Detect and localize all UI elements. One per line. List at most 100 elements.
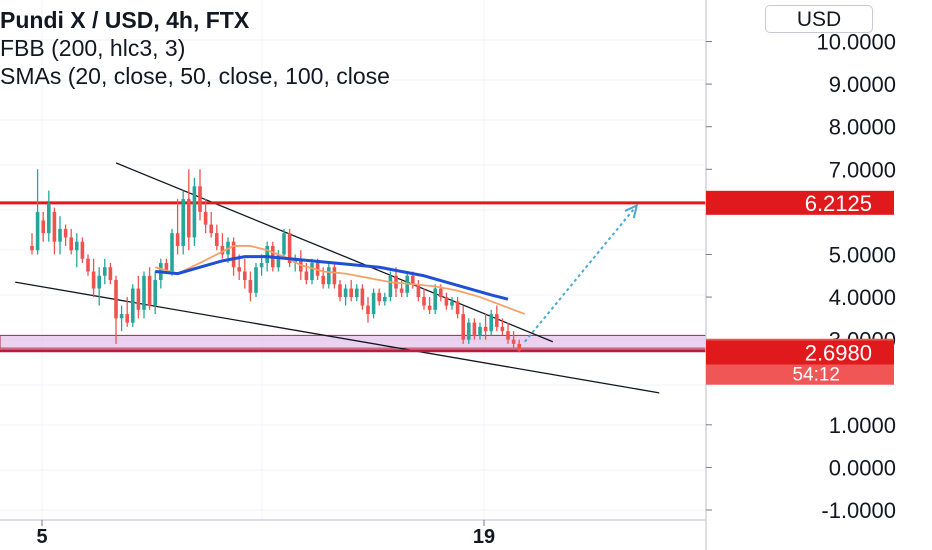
candle-body <box>175 233 180 246</box>
candle <box>35 169 40 255</box>
candle-body <box>192 186 197 238</box>
candle <box>511 331 516 349</box>
x-tick-label: 19 <box>473 526 495 548</box>
candle-body <box>142 275 146 310</box>
support-zone <box>0 334 707 349</box>
candle <box>427 297 432 315</box>
candle-body <box>511 339 516 344</box>
candle-body <box>69 237 73 251</box>
candle-body <box>136 288 141 310</box>
candle <box>489 309 493 336</box>
candle-body <box>310 262 314 281</box>
candle-body <box>455 301 460 315</box>
candle <box>388 271 393 302</box>
candle-body <box>427 305 432 310</box>
x-tick-label: 5 <box>36 526 47 548</box>
candle <box>338 280 342 302</box>
candle-body <box>125 314 129 323</box>
candle <box>181 190 185 255</box>
countdown-text: 54:12 <box>792 365 840 386</box>
projection-arrow-shaft <box>524 204 638 343</box>
projection-arrow-head <box>624 203 639 219</box>
y-tick-label: 7.0000 <box>829 157 896 182</box>
price-label-bg <box>706 340 894 365</box>
candle <box>136 275 141 319</box>
candle <box>248 271 253 302</box>
candle <box>58 216 62 255</box>
candle <box>506 322 510 344</box>
candle <box>366 297 370 323</box>
candle <box>310 258 314 285</box>
candle <box>86 254 90 276</box>
candle-body <box>164 262 169 272</box>
candle-body <box>170 233 174 272</box>
candle-body <box>153 280 157 306</box>
price-label-text: 6.2125 <box>805 191 872 216</box>
candle-body <box>416 284 421 298</box>
candle-body <box>332 267 337 285</box>
candle-body <box>97 275 101 289</box>
candle <box>517 339 521 353</box>
candle <box>383 292 387 306</box>
sma-long-line <box>155 255 509 301</box>
candle-body <box>293 258 297 263</box>
candle-body <box>254 267 258 293</box>
candle-body <box>86 258 90 272</box>
candle <box>215 224 219 251</box>
candle-body <box>75 241 79 251</box>
y-tick-label: 9.0000 <box>829 72 896 97</box>
candle <box>30 233 34 255</box>
candle-body <box>489 314 493 332</box>
candle <box>332 262 337 289</box>
candle-body <box>209 224 213 234</box>
candle-body <box>472 322 477 336</box>
candle <box>209 211 213 238</box>
candle <box>91 258 96 298</box>
candle <box>131 284 135 327</box>
channel-lower-line <box>15 281 660 394</box>
candle-body <box>439 288 443 298</box>
candle <box>282 228 286 259</box>
candle <box>461 305 465 344</box>
candle-body <box>371 292 376 315</box>
candle <box>231 237 236 276</box>
candle-body <box>388 275 393 298</box>
candle-body <box>433 288 437 310</box>
candle <box>103 258 107 285</box>
candle-body <box>287 233 292 263</box>
candle-body <box>47 203 51 234</box>
candle-body <box>360 288 365 306</box>
candle-body <box>237 267 241 272</box>
currency-button[interactable]: USD <box>765 5 873 33</box>
candle-body <box>265 245 269 263</box>
candle <box>220 233 225 259</box>
candle-body <box>467 322 471 340</box>
candle <box>483 314 488 340</box>
candle-body <box>181 199 185 246</box>
candle <box>203 199 208 234</box>
price-label-bg <box>706 190 894 215</box>
y-tick-label: 4.0000 <box>829 285 896 310</box>
candle <box>478 322 482 340</box>
candle <box>254 262 258 298</box>
indicator-smas-label: SMAs (20, close, 50, close, 100, close <box>0 63 390 89</box>
candle-body <box>343 288 348 298</box>
candle-body <box>30 245 34 251</box>
candle <box>360 284 365 310</box>
candle-body <box>41 220 45 234</box>
candle-body <box>506 331 510 340</box>
candle <box>108 262 113 285</box>
candle <box>377 288 381 306</box>
candle <box>97 267 101 306</box>
candle-body <box>58 228 62 242</box>
candles <box>30 169 521 353</box>
candle <box>164 258 169 272</box>
candle <box>444 292 449 310</box>
candle-body <box>411 275 415 285</box>
candle <box>153 271 157 315</box>
candle <box>287 228 292 268</box>
candle <box>416 280 421 302</box>
candle <box>349 280 353 302</box>
